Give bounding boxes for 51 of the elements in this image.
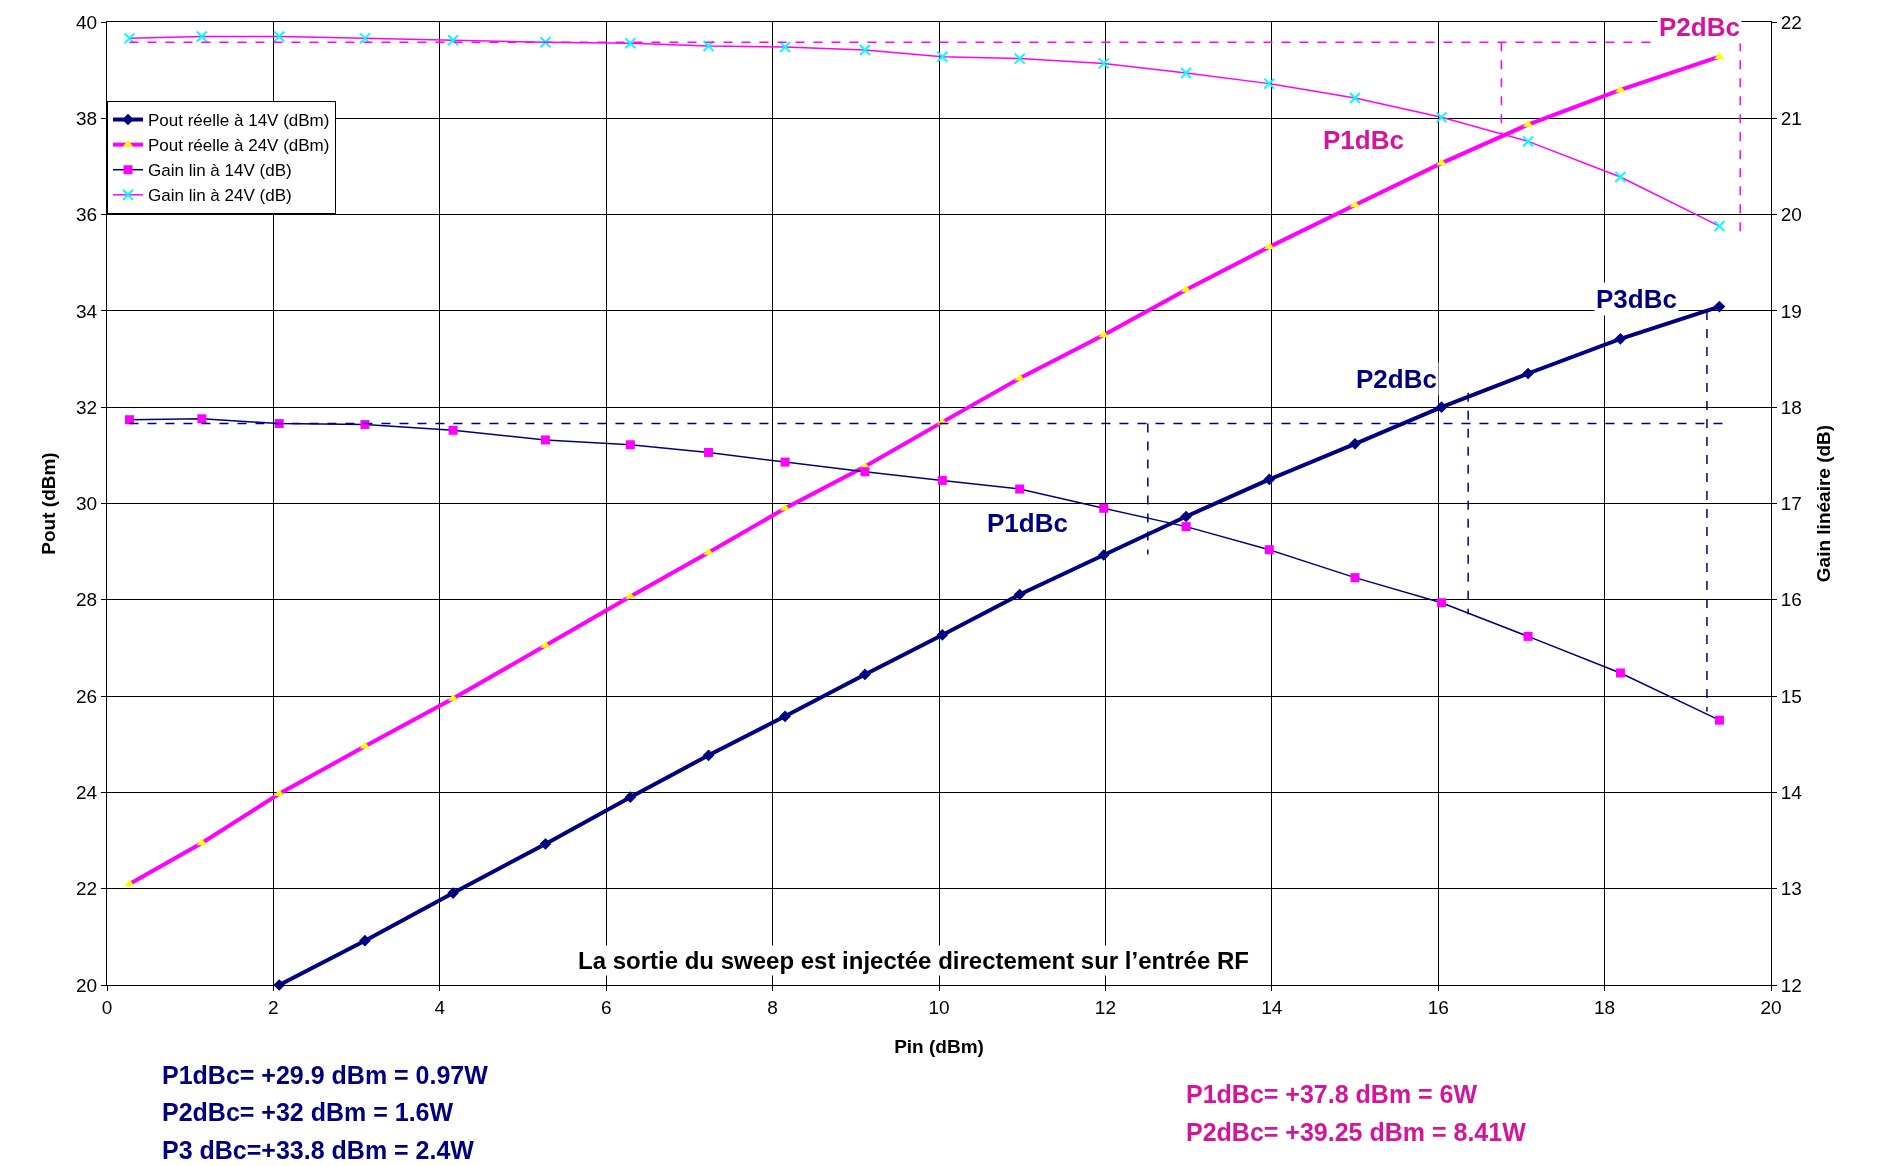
y2-tick-label: 21: [1780, 107, 1802, 129]
y2-tick-label: 14: [1780, 782, 1803, 804]
x-tick-label: 10: [928, 996, 950, 1018]
x-tick-label: 4: [434, 996, 446, 1018]
text: P2dBc= +39.25 dBm = 8.41W: [1186, 1118, 1527, 1146]
y-tick-label: 28: [76, 589, 98, 611]
y2-tick-label: 18: [1780, 396, 1802, 418]
text: P1dBc= +29.9 dBm = 0.97W: [162, 1061, 489, 1089]
legend-label: Pout réelle à 24V (dBm): [148, 136, 330, 156]
text: P2dBc= +32 dBm = 1.6W: [162, 1098, 454, 1126]
y2-tick-label: 19: [1780, 300, 1802, 322]
y-tick-label: 32: [76, 396, 98, 418]
y2-tick-label: 15: [1780, 685, 1802, 707]
y2-tick-label: 20: [1780, 204, 1802, 226]
annotation: P3dBc: [1596, 284, 1677, 314]
legend-label: Gain lin à 24V (dB): [148, 186, 292, 206]
annotation: P2dBc: [1356, 364, 1437, 394]
annotation: P1dBc: [987, 508, 1068, 538]
y-axis-title: Pout (dBm): [37, 452, 59, 555]
x-axis-title: Pin (dBm): [894, 1035, 984, 1057]
text: P3 dBc=+33.8 dBm = 2.4W: [162, 1136, 475, 1164]
annotation: La sortie du sweep est injectée directement sur l’entrée RF: [578, 947, 1249, 974]
y2-tick-label: 13: [1780, 878, 1802, 900]
y-tick-label: 30: [76, 493, 98, 515]
x-tick-label: 12: [1094, 996, 1116, 1018]
y2-tick-label: 16: [1780, 589, 1802, 611]
x-tick-label: 8: [767, 996, 778, 1018]
y-tick-label: 34: [76, 300, 98, 322]
x-tick-label: 14: [1261, 996, 1283, 1018]
y-tick-label: 38: [76, 107, 98, 129]
y-tick-label: 26: [76, 685, 98, 707]
x-tick-label: 20: [1760, 996, 1782, 1018]
y-tick-label: 40: [76, 11, 98, 33]
y-tick-label: 36: [76, 204, 98, 226]
text: P1dBc= +37.8 dBm = 6W: [1186, 1080, 1478, 1108]
y-tick-label: 20: [76, 974, 98, 996]
annotation: P2dBc: [1659, 12, 1740, 42]
y2-tick-label: 17: [1780, 493, 1802, 515]
x-tick-label: 18: [1594, 996, 1616, 1018]
legend-label: Gain lin à 14V (dB): [148, 161, 292, 181]
y2-tick-label: 12: [1780, 974, 1802, 996]
x-tick-label: 16: [1427, 996, 1449, 1018]
y2-axis-title: Gain linéaire (dB): [1813, 424, 1835, 583]
legend-label: Pout réelle à 14V (dBm): [148, 111, 330, 131]
annotation: P1dBc: [1323, 125, 1404, 155]
y-tick-label: 24: [76, 782, 98, 804]
x-tick-label: 2: [268, 996, 279, 1018]
y-tick-label: 22: [76, 878, 98, 900]
y2-tick-label: 22: [1780, 11, 1802, 33]
x-tick-label: 0: [101, 996, 113, 1018]
x-tick-label: 6: [600, 996, 612, 1018]
